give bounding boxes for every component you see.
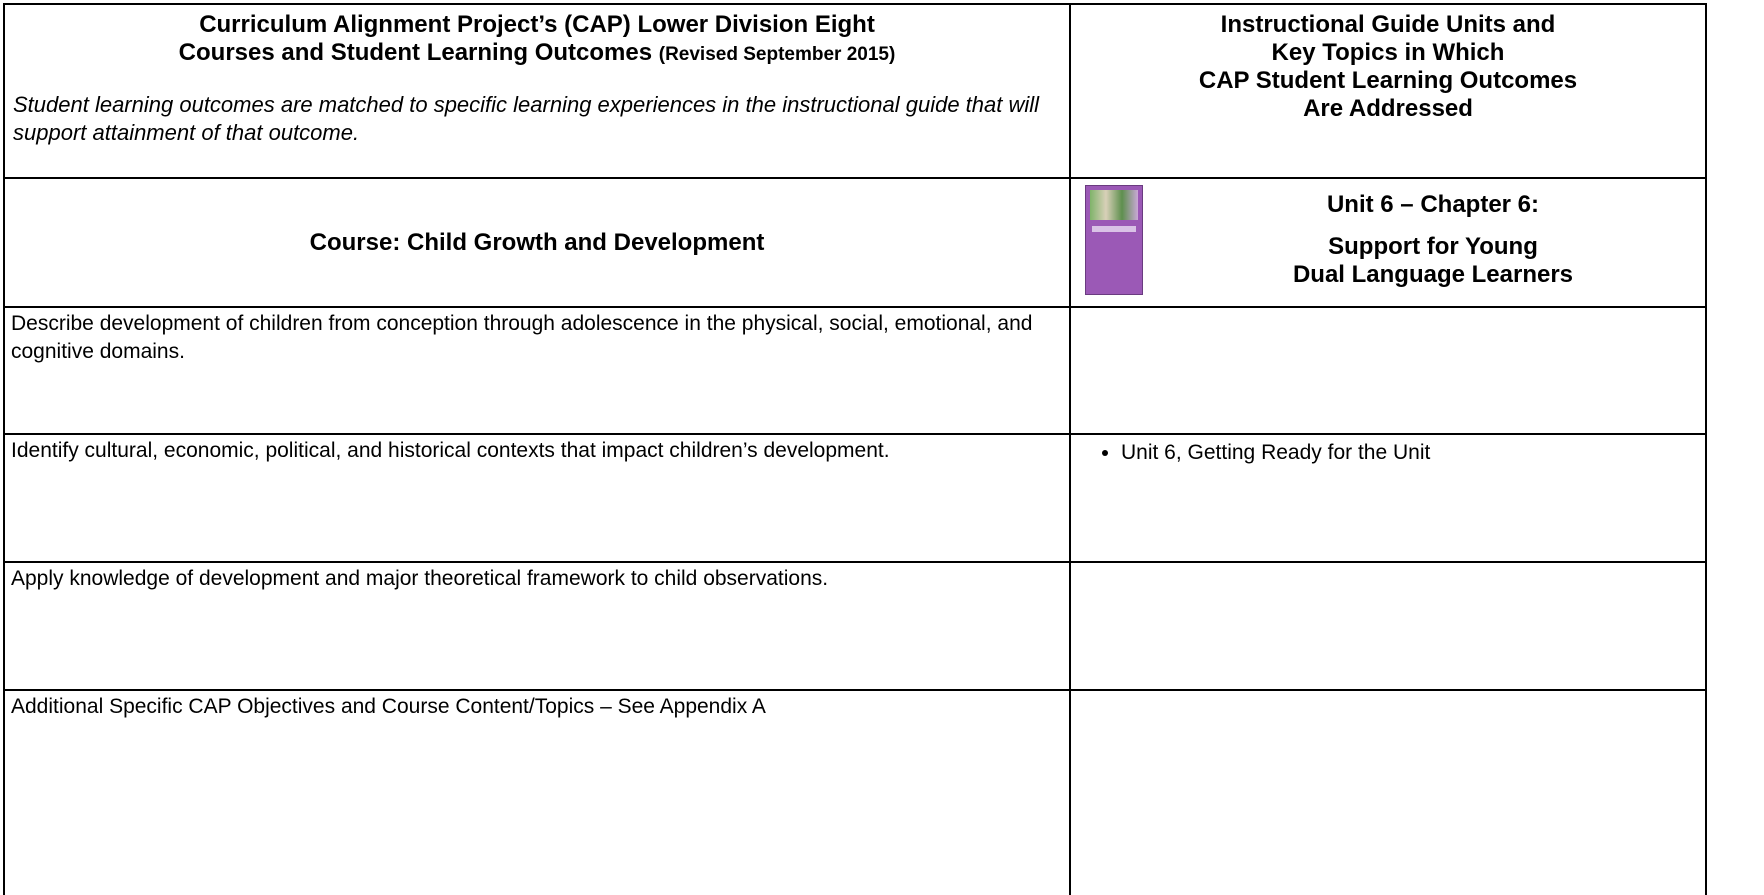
guide-cover-image bbox=[1085, 185, 1143, 295]
header-right-title: Instructional Guide Units and Key Topics … bbox=[1071, 11, 1705, 123]
outcome-text: Additional Specific CAP Objectives and C… bbox=[11, 695, 766, 718]
title-line: Dual Language Learners bbox=[1292, 261, 1574, 288]
header-note: Student learning outcomes are matched to… bbox=[13, 92, 1040, 145]
topics-cell: Unit 6, Getting Ready for the Unit bbox=[1069, 433, 1707, 563]
title-line: Instructional Guide Units and bbox=[1220, 11, 1556, 38]
topics-cell bbox=[1069, 689, 1707, 895]
course-cell: Course: Child Growth and Development bbox=[3, 177, 1071, 308]
topics-cell bbox=[1069, 306, 1707, 435]
title-line: CAP Student Learning Outcomes bbox=[1198, 67, 1578, 94]
title-line: Are Addressed bbox=[1303, 95, 1473, 122]
title-line: Curriculum Alignment Project’s (CAP) Low… bbox=[199, 11, 875, 38]
outcome-cell: Identify cultural, economic, political, … bbox=[3, 433, 1071, 563]
title-line: Courses and Student Learning Outcomes (R… bbox=[5, 39, 1069, 69]
outcome-cell: Apply knowledge of development and major… bbox=[3, 561, 1071, 691]
unit-heading: Unit 6 – Chapter 6: bbox=[1326, 191, 1540, 218]
header-left-title: Curriculum Alignment Project’s (CAP) Low… bbox=[5, 11, 1069, 69]
title-line: Support for Young bbox=[1328, 233, 1538, 260]
unit-cell: Unit 6 – Chapter 6: Support for Young Dua… bbox=[1069, 177, 1707, 308]
title-text: Courses and Student Learning Outcomes bbox=[178, 39, 653, 66]
header-right-cell: Instructional Guide Units and Key Topics … bbox=[1069, 3, 1707, 179]
title-line: Key Topics in Which bbox=[1271, 39, 1505, 66]
topic-list: Unit 6, Getting Ready for the Unit bbox=[1071, 439, 1705, 467]
header-left-cell: Curriculum Alignment Project’s (CAP) Low… bbox=[3, 3, 1071, 179]
outcome-text: Apply knowledge of development and major… bbox=[11, 567, 829, 590]
cover-band bbox=[1092, 226, 1136, 232]
outcome-text: Identify cultural, economic, political, … bbox=[11, 439, 890, 462]
outcome-text: Describe development of children from co… bbox=[11, 312, 1033, 363]
outcome-row: Identify cultural, economic, political, … bbox=[3, 433, 1707, 563]
outcome-cell: Additional Specific CAP Objectives and C… bbox=[3, 689, 1071, 895]
course-row: Course: Child Growth and Development Uni… bbox=[3, 177, 1707, 308]
course-name: Course: Child Growth and Development bbox=[309, 228, 765, 256]
alignment-table: Curriculum Alignment Project’s (CAP) Low… bbox=[3, 3, 1707, 895]
outcome-row: Describe development of children from co… bbox=[3, 306, 1707, 435]
cover-photo bbox=[1090, 190, 1138, 220]
unit-heading-block: Unit 6 – Chapter 6: Support for Young Dua… bbox=[1161, 191, 1705, 289]
outcome-cell: Describe development of children from co… bbox=[3, 306, 1071, 435]
outcome-row: Apply knowledge of development and major… bbox=[3, 561, 1707, 691]
outcome-row: Additional Specific CAP Objectives and C… bbox=[3, 689, 1707, 895]
header-row: Curriculum Alignment Project’s (CAP) Low… bbox=[3, 3, 1707, 179]
unit-title: Support for Young Dual Language Learners bbox=[1161, 233, 1705, 289]
subtitle: (Revised September 2015) bbox=[658, 44, 896, 65]
topic-item: Unit 6, Getting Ready for the Unit bbox=[1121, 439, 1705, 467]
topics-cell bbox=[1069, 561, 1707, 691]
